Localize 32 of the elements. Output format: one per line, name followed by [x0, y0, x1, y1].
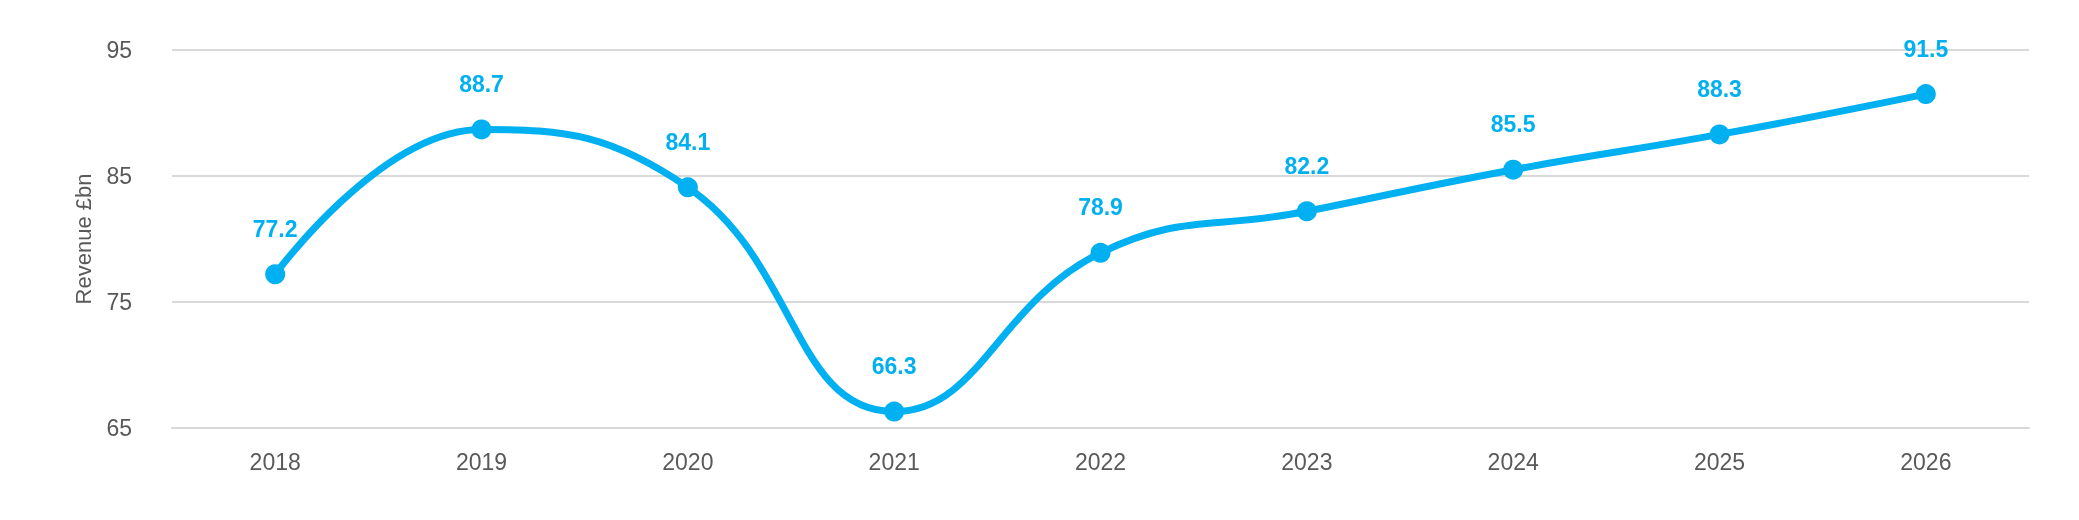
y-axis-title: Revenue £bn — [70, 173, 96, 305]
x-tick-label: 2020 — [662, 448, 714, 475]
y-tick-label: 75 — [106, 289, 132, 315]
data-label: 91.5 — [1903, 35, 1949, 62]
point — [1915, 84, 1936, 105]
x-tick-label: 2021 — [868, 448, 920, 475]
point — [265, 264, 286, 285]
data-label: 85.5 — [1490, 111, 1536, 138]
data-label: 88.7 — [459, 70, 504, 97]
data-label: 78.9 — [1078, 194, 1123, 221]
point — [884, 401, 905, 422]
y-tick-label: 65 — [106, 415, 132, 441]
data-label: 77.2 — [252, 215, 298, 242]
y-tick-label: 95 — [106, 37, 132, 63]
point — [1090, 242, 1111, 263]
x-tick-label: 2025 — [1693, 448, 1746, 475]
x-tick-label: 2026 — [1900, 448, 1952, 475]
point — [1296, 201, 1317, 222]
point — [471, 119, 492, 140]
data-label: 84.1 — [665, 128, 711, 155]
point — [677, 177, 698, 198]
y-tick-label: 85 — [106, 163, 132, 189]
x-tick-label: 2023 — [1281, 448, 1333, 475]
x-tick-label: 2019 — [455, 448, 508, 475]
data-label: 66.3 — [871, 353, 917, 380]
point — [1503, 159, 1524, 180]
x-tick-label: 2024 — [1487, 448, 1539, 475]
x-tick-label: 2018 — [249, 448, 301, 475]
point — [1709, 124, 1730, 145]
data-label: 88.3 — [1697, 75, 1742, 102]
data-label: 82.2 — [1284, 152, 1330, 179]
x-tick-label: 2022 — [1074, 448, 1127, 475]
